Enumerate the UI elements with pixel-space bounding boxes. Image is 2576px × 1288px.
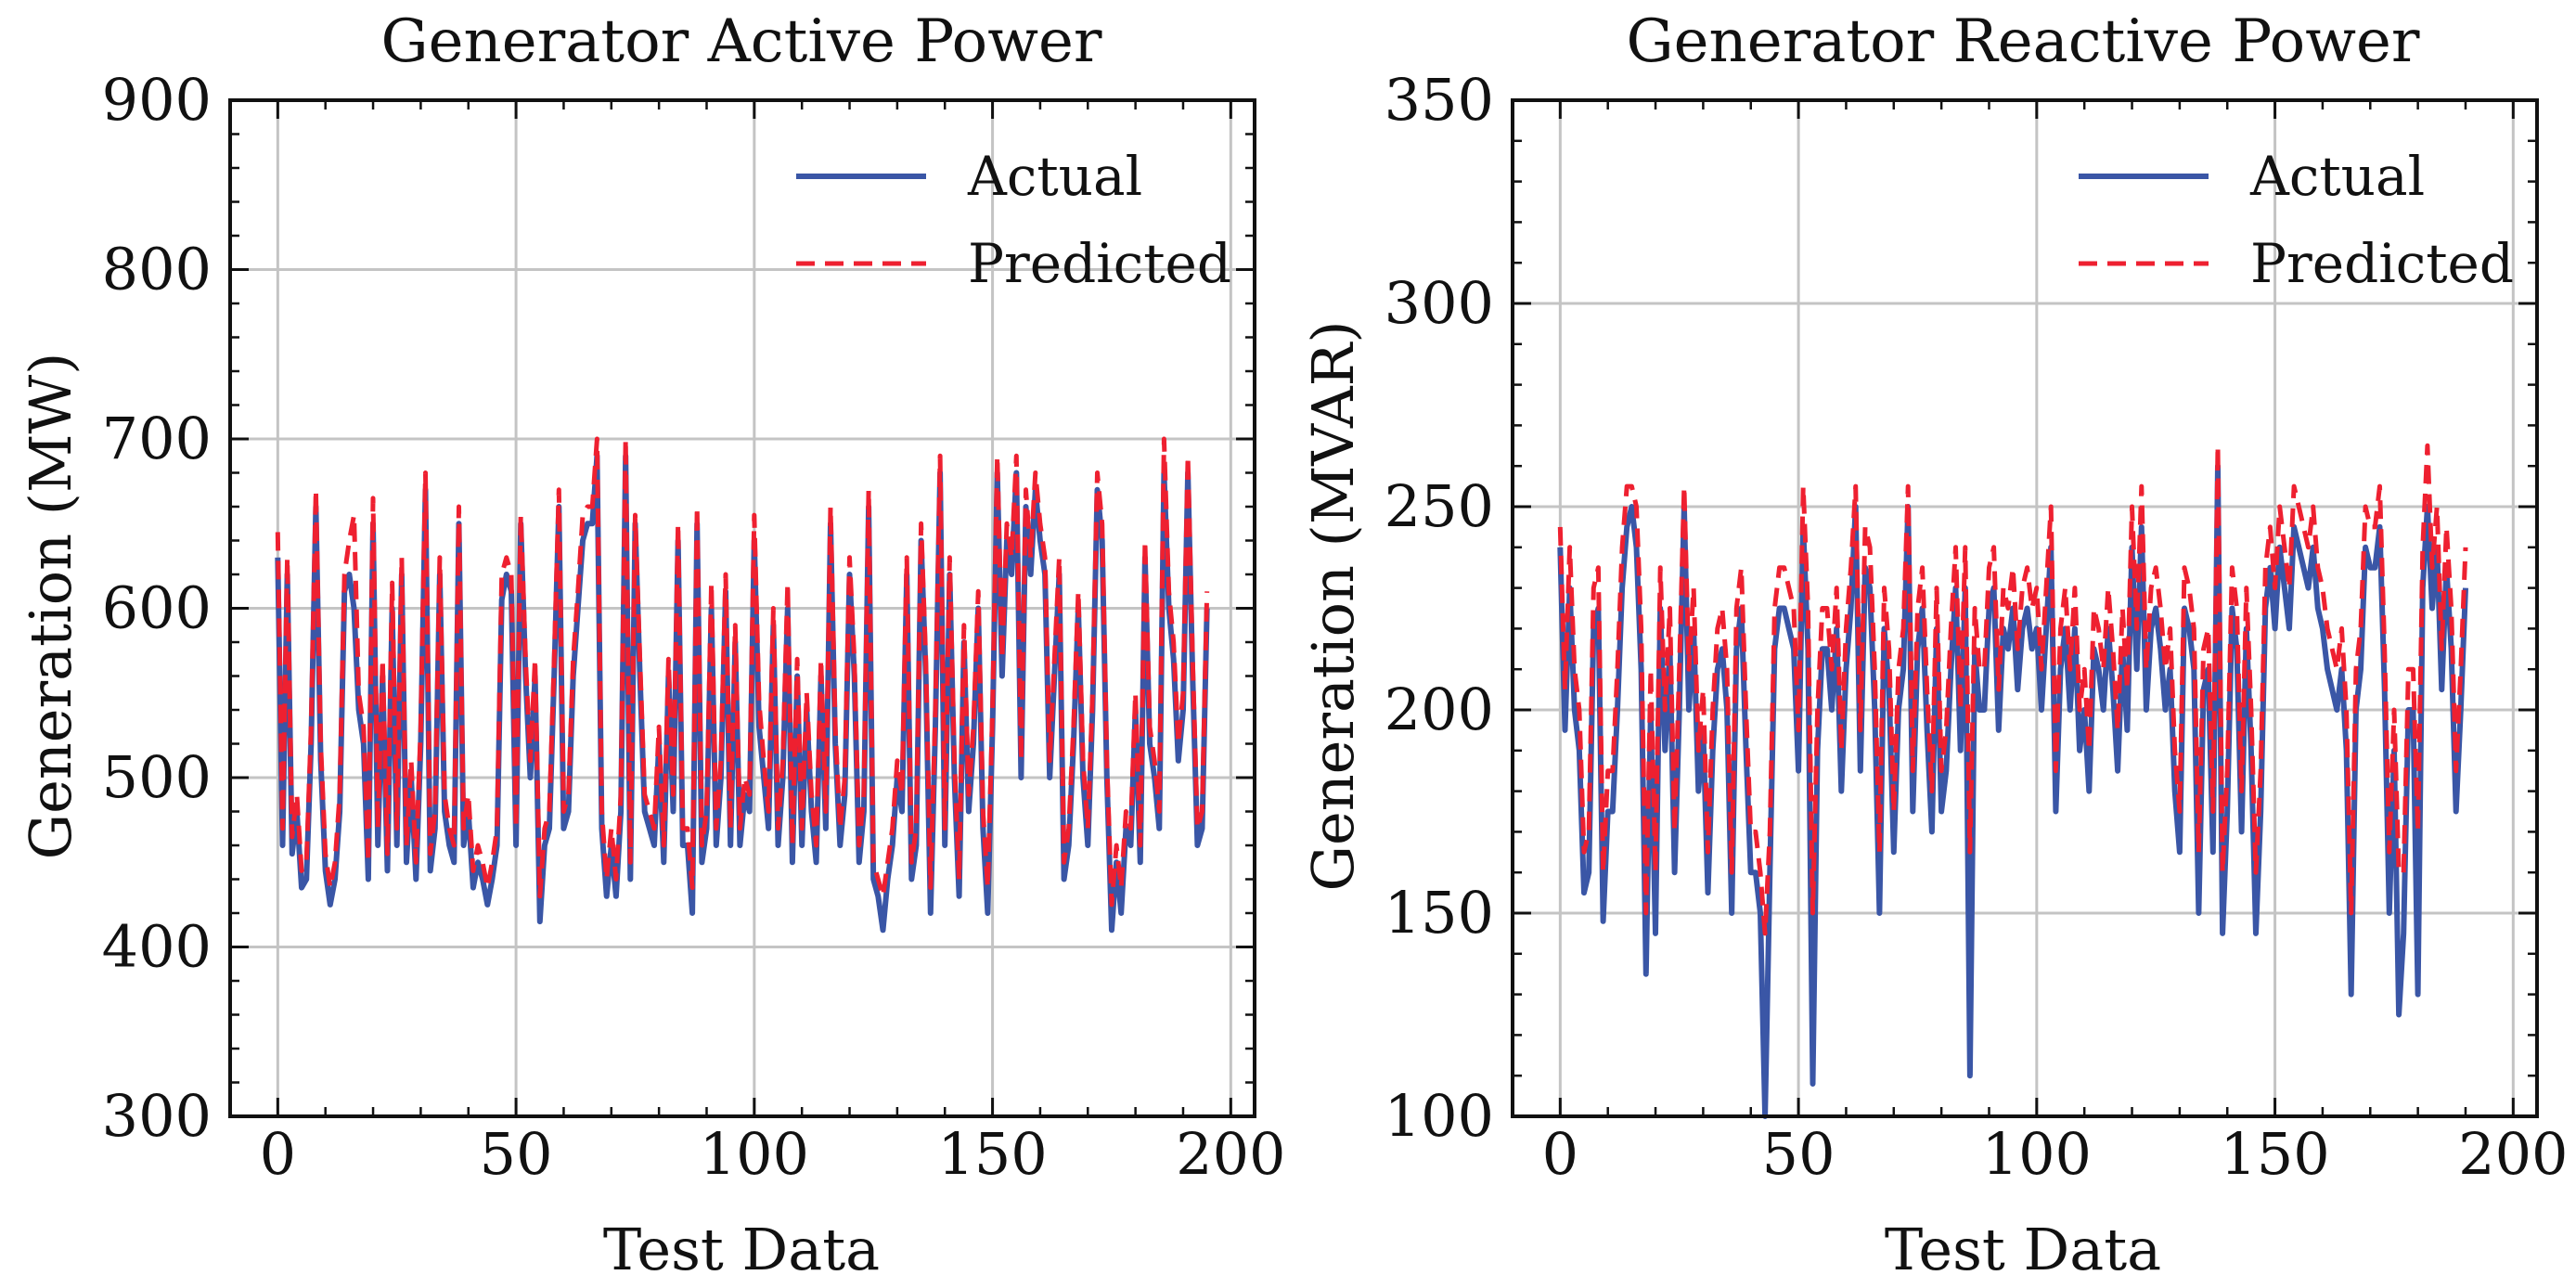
x-tick-label: 0: [260, 1120, 296, 1188]
x-tick-label: 150: [937, 1120, 1047, 1188]
x-tick-label: 50: [480, 1120, 553, 1188]
y-axis-label: Generation (MVAR): [1299, 320, 1367, 891]
plot-frame: [228, 98, 1256, 1118]
legend-predicted-label: Predicted: [2250, 232, 2514, 295]
y-tick-label: 800: [102, 236, 212, 303]
series-actual-line: [1557, 463, 2468, 1119]
y-tick-label: 300: [1385, 269, 1494, 337]
y-tick-label: 250: [1385, 472, 1494, 540]
x-tick-label: 0: [1542, 1120, 1578, 1188]
x-axis-label: Test Data: [603, 1216, 880, 1283]
legend: Actual Predicted: [2079, 145, 2514, 295]
x-tick-label: 50: [1762, 1120, 1835, 1188]
y-tick-label: 150: [1385, 879, 1494, 947]
series-lines: [1557, 443, 2468, 1119]
active-power-chart: Generator Active Power Generation (MW) T…: [17, 7, 1285, 1283]
legend-actual-label: Actual: [2249, 145, 2425, 208]
x-tick-label: 100: [1982, 1120, 2092, 1188]
reactive-power-chart: Generator Reactive Power Generation (MVA…: [1299, 7, 2568, 1283]
legend-predicted-label: Predicted: [968, 232, 1231, 295]
chart-title: Generator Reactive Power: [1627, 7, 2420, 76]
y-tick-label: 350: [1385, 66, 1494, 134]
legend-actual-label: Actual: [967, 145, 1142, 208]
y-tick-label: 100: [1385, 1082, 1494, 1150]
y-tick-label: 700: [102, 405, 212, 472]
x-tick-label: 200: [1176, 1120, 1285, 1188]
legend: Actual Predicted: [796, 145, 1231, 295]
series-predicted-line: [275, 436, 1210, 908]
x-tick-label: 150: [2220, 1120, 2329, 1188]
y-tick-label: 900: [102, 66, 212, 134]
y-tick-label: 300: [102, 1082, 212, 1150]
axis-ticks: 0 50 100 150 200 100 150 200 250 300 350: [1385, 66, 2569, 1188]
axis-ticks: 0 50 100 150 200 300 400 500 600 700 800 900: [102, 66, 1286, 1188]
x-tick-label: 100: [700, 1120, 809, 1188]
y-tick-label: 600: [102, 574, 212, 642]
y-tick-label: 400: [102, 913, 212, 981]
y-tick-label: 500: [102, 743, 212, 811]
y-tick-label: 200: [1385, 676, 1494, 743]
y-axis-label: Generation (MW): [17, 353, 84, 860]
series-lines: [275, 436, 1210, 934]
x-axis-label: Test Data: [1885, 1216, 2161, 1283]
plot-frame: [1511, 98, 2539, 1118]
x-tick-label: 200: [2458, 1120, 2568, 1188]
chart-title: Generator Active Power: [381, 7, 1102, 76]
